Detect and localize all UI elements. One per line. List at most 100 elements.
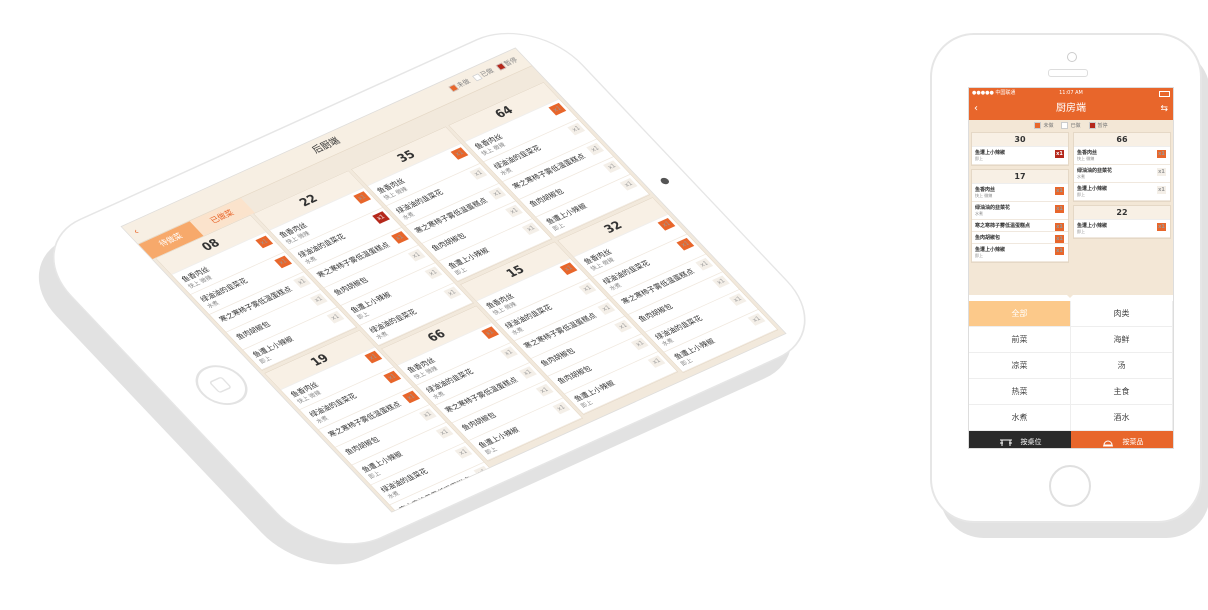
dish-name: 鱼香肉丝 — [1077, 150, 1098, 156]
dish-name: 鱼香肉丝 — [975, 187, 996, 193]
phone-camera — [1067, 52, 1077, 62]
tablet: ‹ 后厨端 未做 已做 暂停 待做菜 已做菜 08 鱼香肉丝 快上 微辣 x1 绿油油的韭菜花 水煮… — [22, 13, 837, 565]
order-card: 30 鱼遭上小辣椒 即上 x1 — [971, 132, 1069, 166]
dish-qty[interactable]: x1 — [631, 337, 649, 351]
category[interactable]: 肉类 — [1071, 301, 1173, 327]
dish-qty[interactable]: x1 — [390, 231, 409, 244]
dish-qty[interactable]: x1 — [712, 275, 730, 289]
dish-qty[interactable]: x1 — [1055, 235, 1064, 243]
legend: 未做 已做 暂停 — [969, 120, 1173, 132]
dish-qty[interactable]: x1 — [488, 187, 507, 200]
dish-qty[interactable]: x1 — [535, 384, 554, 397]
dish-qty[interactable]: x1 — [402, 390, 420, 404]
dish-qty[interactable]: x1 — [614, 319, 633, 333]
tablet-camera — [658, 176, 671, 186]
bottom-tab[interactable]: 按菜品 — [1071, 431, 1173, 448]
bottom-tab[interactable]: 按桌位 — [969, 431, 1071, 448]
dish-qty[interactable]: x1 — [1157, 168, 1166, 176]
legend-item: 已做 — [1061, 120, 1081, 132]
order-card: 22 鱼遭上小辣椒 即上 x1 — [1073, 205, 1171, 239]
legend-swatch — [1061, 122, 1069, 129]
phone: ●●●●● 中国联通 11:07 AM ‹ 厨房端 ⇆ 未做 已做 暂停 30 鱼遭上小辣椒… — [930, 33, 1202, 523]
dish-note: 水煮 — [1077, 174, 1085, 179]
dish-row[interactable]: 鱼遭上小辣椒即上 x1 — [1074, 183, 1170, 201]
legend-label: 未做 — [1043, 123, 1054, 129]
dish-qty[interactable]: x1 — [586, 142, 605, 156]
table-number: 66 — [1074, 133, 1170, 147]
dish-qty[interactable]: x1 — [1157, 223, 1166, 231]
phone-screen: ●●●●● 中国联通 11:07 AM ‹ 厨房端 ⇆ 未做 已做 暂停 30 鱼遭上小辣椒… — [968, 87, 1174, 449]
status-bar: ●●●●● 中国联通 11:07 AM — [969, 88, 1173, 98]
dish-qty[interactable]: x1 — [1055, 247, 1064, 255]
legend-item: 暂停 — [1088, 120, 1108, 132]
dish-row[interactable]: 鱼肉胡椒包 x1 — [972, 232, 1068, 244]
dish-icon — [1102, 440, 1113, 446]
category[interactable]: 酒水 — [1071, 405, 1173, 431]
tablet-home-button[interactable] — [184, 358, 259, 412]
legend-label: 暂停 — [1097, 123, 1108, 129]
category[interactable]: 全部 — [969, 301, 1071, 327]
dish-qty[interactable]: x1 — [309, 293, 328, 306]
dish-qty[interactable]: x1 — [418, 408, 437, 422]
phone-speaker — [1048, 69, 1088, 77]
dish-qty[interactable]: x1 — [518, 366, 537, 380]
dish-qty[interactable]: x1 — [603, 160, 621, 174]
table-number: 22 — [1074, 206, 1170, 220]
dish-row[interactable]: 寒之寒柿子雾低温蛋糕点 x1 — [972, 220, 1068, 232]
dish-qty[interactable]: x1 — [1055, 150, 1064, 158]
dish-row[interactable]: 绿油油的韭菜花 水煮 x1 — [1074, 165, 1170, 183]
category[interactable]: 热菜 — [969, 379, 1071, 405]
switch-icon[interactable]: ⇆ — [1160, 104, 1168, 114]
bottom-tabs: 按桌位 按菜品 — [969, 431, 1173, 448]
dish-row[interactable]: 鱼遭上小辣椒即上 x1 — [972, 244, 1068, 262]
back-icon[interactable]: ‹ — [130, 226, 143, 237]
bottom-tab-label: 按菜品 — [1122, 438, 1144, 446]
order-card: 66 鱼香肉丝 快上 微辣 x1 绿油油的韭菜花 水煮 x1 鱼遭上小辣椒 即上 x1 — [1073, 132, 1171, 202]
legend-item: 未做 — [1034, 120, 1053, 132]
category[interactable]: 水煮 — [969, 405, 1071, 431]
dish-row[interactable]: 鱼香肉丝 快上 微辣 x1 — [1074, 147, 1170, 165]
dish-qty[interactable]: x1 — [505, 204, 524, 218]
dish-qty[interactable]: x1 — [1055, 223, 1064, 231]
dish-note: 快上 微辣 — [1077, 156, 1095, 161]
dish-qty[interactable]: x1 — [407, 248, 426, 262]
category[interactable]: 汤 — [1071, 353, 1173, 379]
dish-qty[interactable]: x1 — [473, 465, 492, 479]
divider-arrow — [969, 294, 1173, 301]
dish-qty[interactable]: x1 — [695, 257, 714, 271]
dish-row[interactable]: 鱼遭上小辣椒即上 x1 — [1074, 220, 1170, 238]
category[interactable]: 凉菜 — [969, 353, 1071, 379]
dish-note: 即上 — [975, 156, 983, 161]
dish-name: 鱼遭上小辣椒 — [1077, 223, 1108, 229]
dish-qty[interactable]: x1 — [1157, 186, 1166, 194]
dish-row[interactable]: 鱼遭上小辣椒即上 x1 — [972, 147, 1068, 165]
dish-qty[interactable]: x1 — [1157, 150, 1166, 158]
dish-note: 水煮 — [975, 211, 983, 216]
tablet-screen: ‹ 后厨端 未做 已做 暂停 待做菜 已做菜 08 鱼香肉丝 快上 微辣 x1 绿油油的韭菜花 水煮… — [120, 47, 787, 513]
tablet-orders: 08 鱼香肉丝 快上 微辣 x1 绿油油的韭菜花 水煮 x1 寒之寒柿子雾低温蛋糕点 x1 鱼肉胡… — [153, 81, 787, 513]
phone-home-button[interactable] — [1049, 465, 1091, 507]
category[interactable]: 海鲜 — [1071, 327, 1173, 353]
order-card: 17 鱼香肉丝 快上 微辣 x1 绿油油的韭菜花 水煮 x1 寒之寒柿子雾低温蛋糕点 x1 鱼肉胡… — [971, 169, 1069, 263]
tablet-title: 后厨端 — [309, 135, 343, 156]
dish-name: 鱼遭上小辣椒 — [975, 247, 1006, 253]
order-column: 66 鱼香肉丝 快上 微辣 x1 绿油油的韭菜花 水煮 x1 鱼遭上小辣椒 即上 x1 22 鱼遭上小… — [1073, 132, 1171, 295]
dish-row[interactable]: 绿油油的韭菜花 水煮 x1 — [972, 202, 1068, 220]
dish-qty[interactable]: x1 — [1055, 205, 1064, 213]
back-icon[interactable]: ‹ — [974, 103, 978, 114]
phone-orders: 30 鱼遭上小辣椒 即上 x1 17 鱼香肉丝 快上 微辣 x1 绿油油的韭菜花 水煮 x1 寒之寒柿… — [969, 132, 1173, 295]
dish-name: 鱼肉胡椒包 — [975, 235, 1001, 241]
dish-row[interactable]: 鱼香肉丝 快上 微辣 x1 — [972, 184, 1068, 202]
category[interactable]: 主食 — [1071, 379, 1173, 405]
legend-label: 已做 — [1070, 123, 1081, 129]
dish-qty[interactable]: x1 — [1055, 187, 1064, 195]
dish-qty[interactable]: x1 — [293, 275, 311, 289]
category[interactable]: 前菜 — [969, 327, 1071, 353]
bottom-tab-label: 按桌位 — [1020, 438, 1042, 446]
dish-name: 鱼遭上小辣椒 — [975, 150, 1006, 156]
legend-swatch — [1034, 122, 1042, 129]
dish-qty[interactable]: x1 — [597, 302, 616, 315]
phone-title: 厨房端 — [1056, 103, 1086, 114]
battery — [1159, 91, 1170, 97]
